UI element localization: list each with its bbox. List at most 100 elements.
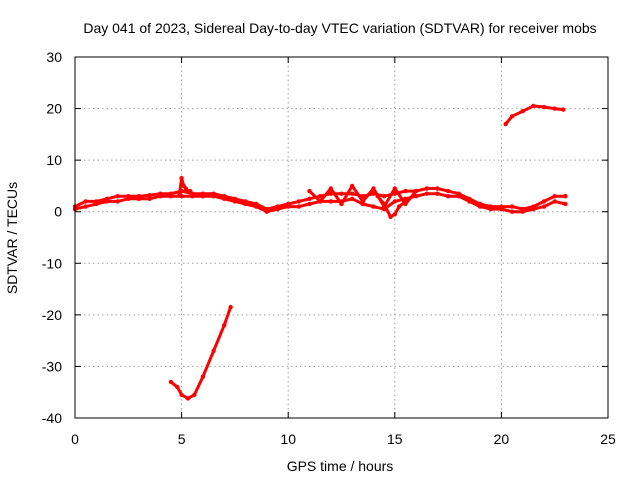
data-point xyxy=(445,188,451,194)
y-tick-label: -10 xyxy=(42,255,62,271)
data-point xyxy=(177,191,182,196)
data-point xyxy=(200,194,206,199)
data-point xyxy=(371,186,376,191)
data-point xyxy=(509,209,515,214)
data-point xyxy=(392,186,397,191)
data-point xyxy=(503,121,508,127)
data-point xyxy=(561,107,566,112)
x-axis-title: GPS time / hours xyxy=(287,458,394,474)
data-point xyxy=(211,348,216,354)
data-point xyxy=(445,194,451,199)
data-point xyxy=(541,204,547,209)
data-point xyxy=(147,196,152,202)
data-point xyxy=(435,191,440,196)
data-point xyxy=(467,199,472,204)
data-point xyxy=(392,212,397,217)
data-point xyxy=(232,199,238,204)
data-point xyxy=(317,194,323,199)
data-point xyxy=(396,204,402,209)
data-point xyxy=(381,204,387,209)
data-point xyxy=(115,199,120,204)
data-point xyxy=(243,201,248,207)
data-point xyxy=(136,196,142,202)
grid-layer xyxy=(75,57,608,418)
data-point xyxy=(187,188,193,194)
data-point xyxy=(126,196,131,202)
y-tick-label: 20 xyxy=(46,101,62,117)
data-point xyxy=(520,209,525,214)
data-point xyxy=(413,194,419,199)
data-point xyxy=(190,194,195,199)
data-point xyxy=(104,199,110,204)
data-point xyxy=(328,199,334,204)
data-point xyxy=(179,392,184,397)
data-point xyxy=(307,196,312,202)
data-point xyxy=(317,199,323,204)
data-point xyxy=(83,204,88,209)
y-tick-label: 10 xyxy=(46,152,62,168)
data-point xyxy=(211,194,216,199)
data-point xyxy=(360,199,366,204)
series-band-lower-dip xyxy=(169,305,233,400)
data-point xyxy=(509,204,515,209)
data-point xyxy=(307,201,312,207)
x-tick-label: 20 xyxy=(494,431,510,447)
data-point xyxy=(254,204,259,209)
data-point xyxy=(403,188,408,194)
data-point xyxy=(392,199,397,204)
data-point xyxy=(509,114,515,119)
data-point xyxy=(307,188,312,194)
series-layer xyxy=(72,103,568,401)
data-point xyxy=(94,201,99,207)
data-point xyxy=(552,194,557,199)
data-point xyxy=(541,199,547,204)
data-point xyxy=(179,175,184,181)
data-point xyxy=(339,191,344,196)
data-point xyxy=(552,106,557,111)
x-tick-label: 25 xyxy=(600,431,616,447)
x-tick-label: 0 xyxy=(71,431,79,447)
data-point xyxy=(388,214,393,220)
data-point xyxy=(349,183,355,189)
data-point xyxy=(115,194,120,199)
x-tick-label: 10 xyxy=(280,431,296,447)
data-point xyxy=(328,186,334,191)
data-point xyxy=(158,194,163,199)
data-point xyxy=(424,186,429,191)
x-tick-label: 15 xyxy=(387,431,403,447)
data-point xyxy=(339,201,344,207)
data-point xyxy=(296,204,302,209)
chart-title: Day 041 of 2023, Sidereal Day-to-day VTE… xyxy=(83,20,596,36)
data-point xyxy=(275,206,280,212)
y-tick-label: -40 xyxy=(42,410,62,426)
y-tick-label: 0 xyxy=(54,204,62,220)
data-point xyxy=(286,204,291,209)
data-point xyxy=(424,191,429,196)
data-point xyxy=(371,204,376,209)
tick-layer: 0 5 10 15 20 25 -40 -30 -20 -10 0 10 20 30 xyxy=(42,49,616,447)
data-point xyxy=(541,104,547,110)
data-point xyxy=(222,322,227,328)
data-point xyxy=(175,384,180,390)
data-point xyxy=(499,206,504,212)
data-point xyxy=(228,304,233,310)
data-point xyxy=(435,186,440,191)
plot-frame xyxy=(74,56,609,419)
data-point xyxy=(222,196,227,202)
data-point xyxy=(413,188,419,194)
data-point xyxy=(563,201,568,207)
data-point xyxy=(296,199,302,204)
x-tick-label: 5 xyxy=(178,431,186,447)
y-tick-label: -30 xyxy=(42,358,62,374)
data-point xyxy=(192,392,197,397)
data-point xyxy=(403,201,408,207)
data-point xyxy=(168,194,174,199)
y-tick-label: -20 xyxy=(42,307,62,323)
data-point xyxy=(264,209,270,214)
data-point xyxy=(488,206,493,212)
data-point xyxy=(349,191,355,196)
data-point xyxy=(531,206,536,212)
data-point xyxy=(185,396,191,401)
data-point xyxy=(200,374,206,379)
